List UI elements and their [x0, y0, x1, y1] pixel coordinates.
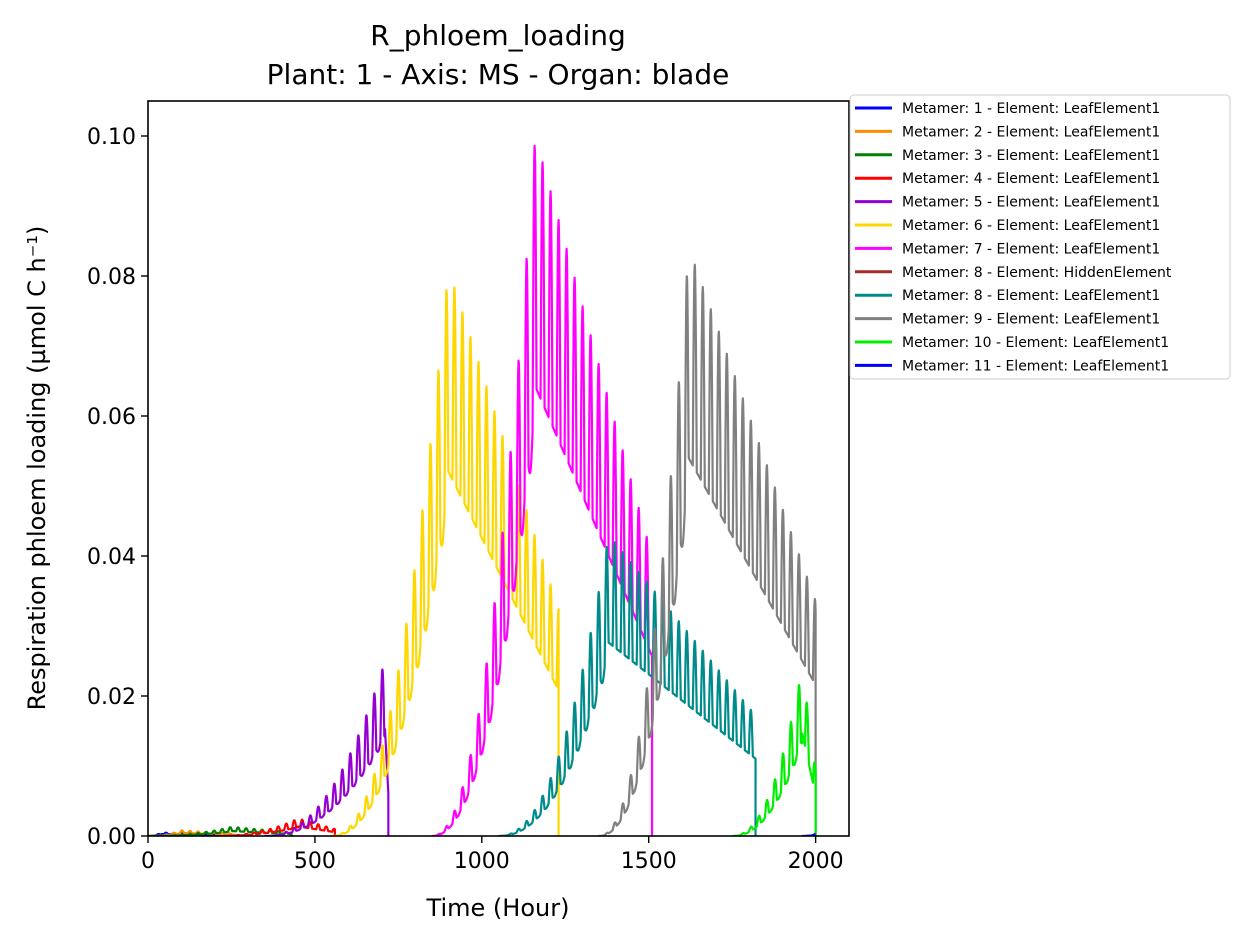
legend-label: Metamer: 6 - Element: LeafElement1	[902, 218, 1160, 234]
series-line	[497, 541, 757, 836]
legend-label: Metamer: 2 - Element: LeafElement1	[902, 124, 1160, 140]
y-tick-label: 0.10	[87, 125, 136, 150]
y-tick-label: 0.04	[87, 545, 136, 570]
x-axis: 0 500 1000 1500 2000	[141, 836, 844, 874]
y-axis: 0.00 0.02 0.04 0.06 0.08 0.10	[87, 125, 148, 850]
y-axis-label: Respiration phloem loading (µmol C h⁻¹)	[23, 226, 51, 711]
legend-label: Metamer: 11 - Element: LeafElement1	[902, 358, 1169, 374]
legend-label: Metamer: 4 - Element: LeafElement1	[902, 171, 1160, 187]
legend-label: Metamer: 1 - Element: LeafElement1	[902, 101, 1160, 117]
series-line	[430, 144, 654, 836]
series-line	[597, 263, 817, 836]
x-tick-label: 1000	[454, 849, 510, 874]
series-line	[264, 668, 390, 836]
y-tick-label: 0.00	[87, 825, 136, 850]
legend-label: Metamer: 8 - Element: HiddenElement	[902, 265, 1172, 281]
x-tick-label: 500	[294, 849, 336, 874]
legend-label: Metamer: 8 - Element: LeafElement1	[902, 288, 1160, 304]
y-tick-label: 0.08	[87, 265, 136, 290]
x-tick-label: 2000	[788, 849, 844, 874]
series-line	[731, 683, 817, 836]
chart-title: R_phloem_loading	[370, 19, 626, 52]
x-tick-label: 1500	[621, 849, 677, 874]
legend: Metamer: 1 - Element: LeafElement1 Metame…	[849, 94, 1231, 380]
legend-label: Metamer: 3 - Element: LeafElement1	[902, 148, 1160, 164]
plot-frame	[147, 100, 850, 837]
legend-label: Metamer: 9 - Element: LeafElement1	[902, 312, 1160, 328]
y-tick-label: 0.02	[87, 685, 136, 710]
legend-label: Metamer: 5 - Element: LeafElement1	[902, 195, 1160, 211]
legend-label: Metamer: 7 - Element: LeafElement1	[902, 241, 1160, 257]
legend-box	[849, 94, 1231, 380]
legend-label: Metamer: 10 - Element: LeafElement1	[902, 335, 1169, 351]
series-layer	[148, 144, 817, 836]
chart-subtitle: Plant: 1 - Axis: MS - Organ: blade	[267, 58, 730, 91]
x-axis-label: Time (Hour)	[426, 894, 570, 922]
y-tick-label: 0.06	[87, 405, 136, 430]
x-tick-label: 0	[141, 849, 155, 874]
series-line	[330, 286, 560, 836]
